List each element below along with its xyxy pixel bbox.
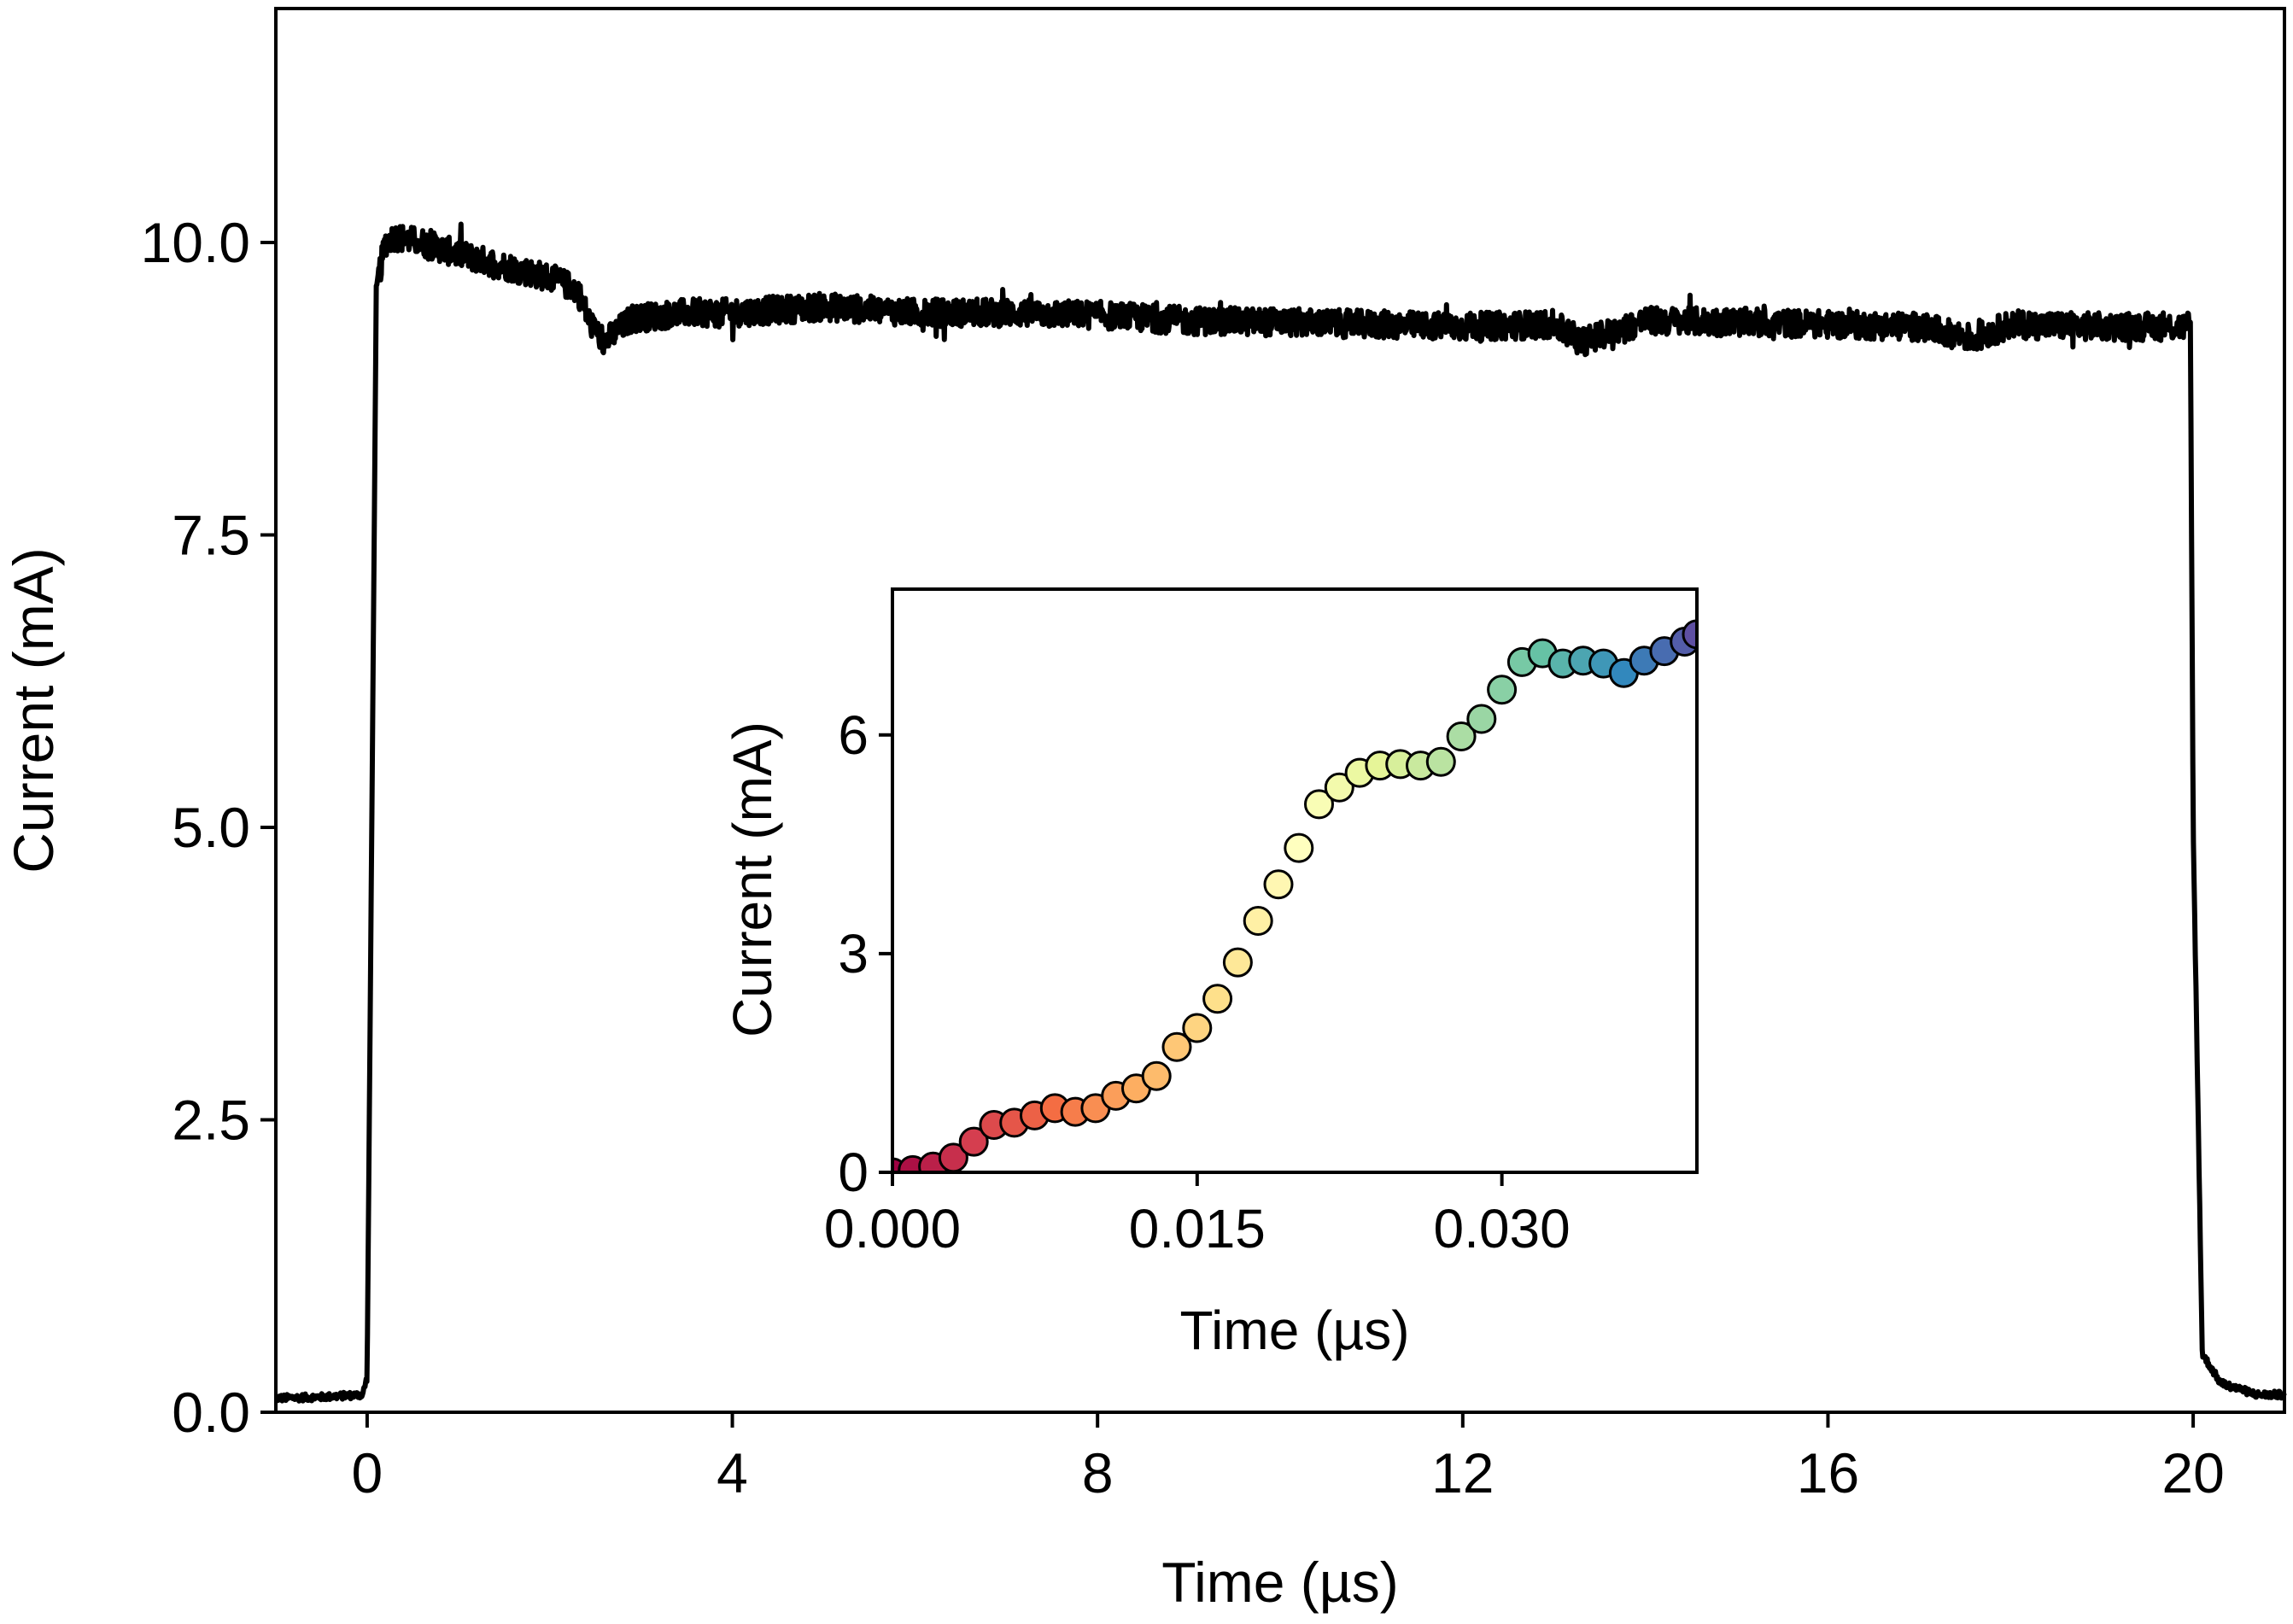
inset-data-point xyxy=(1202,984,1233,1014)
main-series xyxy=(273,221,2287,1404)
inset-x-axis-label: Time (µs) xyxy=(1179,1300,1409,1361)
inset-plot-frame xyxy=(891,587,1699,1174)
inset-y-axis-label: Current (mA) xyxy=(722,721,783,1037)
inset-y-axis: 0 3 6 xyxy=(838,704,892,1203)
main-x-tick-label: 0 xyxy=(352,1441,383,1504)
main-y-axis-label: Current (mA) xyxy=(2,547,65,873)
inset-data-point xyxy=(1222,947,1253,978)
main-series-line xyxy=(273,221,2287,1404)
inset-data-point xyxy=(1284,832,1314,863)
inset-background xyxy=(892,589,1697,1172)
main-x-tick-label: 4 xyxy=(717,1441,748,1504)
inset-data-point xyxy=(1141,1060,1172,1091)
inset-data-point xyxy=(1425,746,1456,777)
inset-data-point xyxy=(1446,721,1477,751)
main-y-tick-label: 0.0 xyxy=(172,1381,250,1444)
inset-x-tick-label: 0.015 xyxy=(1129,1198,1266,1259)
main-x-axis: 0 4 8 12 16 20 xyxy=(352,1412,2225,1504)
inset-y-tick-label: 6 xyxy=(838,704,869,766)
main-chart: 0 4 8 12 16 20 0.0 2.5 5.0 7.5 10.0 Time (µs) Cur… xyxy=(2,7,2287,1614)
main-x-tick-label: 12 xyxy=(1431,1441,1494,1504)
main-x-tick-label: 8 xyxy=(1082,1441,1114,1504)
inset-x-tick-label: 0.000 xyxy=(824,1198,961,1259)
inset-data-point xyxy=(1682,619,1697,650)
inset-data-point xyxy=(1304,789,1334,820)
main-y-tick-label: 10.0 xyxy=(141,211,250,274)
inset-y-tick-label: 0 xyxy=(838,1142,869,1203)
inset-x-axis: 0.000 0.015 0.030 xyxy=(824,1172,1571,1259)
inset-data-point xyxy=(1263,869,1294,900)
inset-chart: 0.000 0.015 0.030 0 3 6 Time (µs) Current (m… xyxy=(722,587,1699,1361)
inset-data-point xyxy=(1487,675,1518,705)
inset-data-point xyxy=(958,1126,989,1157)
main-plot-frame xyxy=(274,7,2286,1414)
main-y-tick-label: 2.5 xyxy=(172,1089,250,1152)
main-x-axis-label: Time (µs) xyxy=(1161,1551,1399,1614)
inset-series xyxy=(892,619,1697,1172)
inset-data-point xyxy=(1243,906,1273,936)
inset-data-point xyxy=(1182,1013,1213,1043)
main-x-tick-label: 16 xyxy=(1797,1441,1859,1504)
inset-data-point xyxy=(1466,704,1497,734)
main-x-tick-label: 20 xyxy=(2161,1441,2224,1504)
inset-data-point xyxy=(1161,1031,1192,1062)
main-y-axis: 0.0 2.5 5.0 7.5 10.0 xyxy=(141,211,276,1444)
inset-y-tick-label: 3 xyxy=(838,923,869,984)
inset-x-tick-label: 0.030 xyxy=(1434,1198,1571,1259)
inset-data-point xyxy=(1324,772,1354,803)
main-y-tick-label: 7.5 xyxy=(172,504,250,567)
main-y-tick-label: 5.0 xyxy=(172,796,250,859)
